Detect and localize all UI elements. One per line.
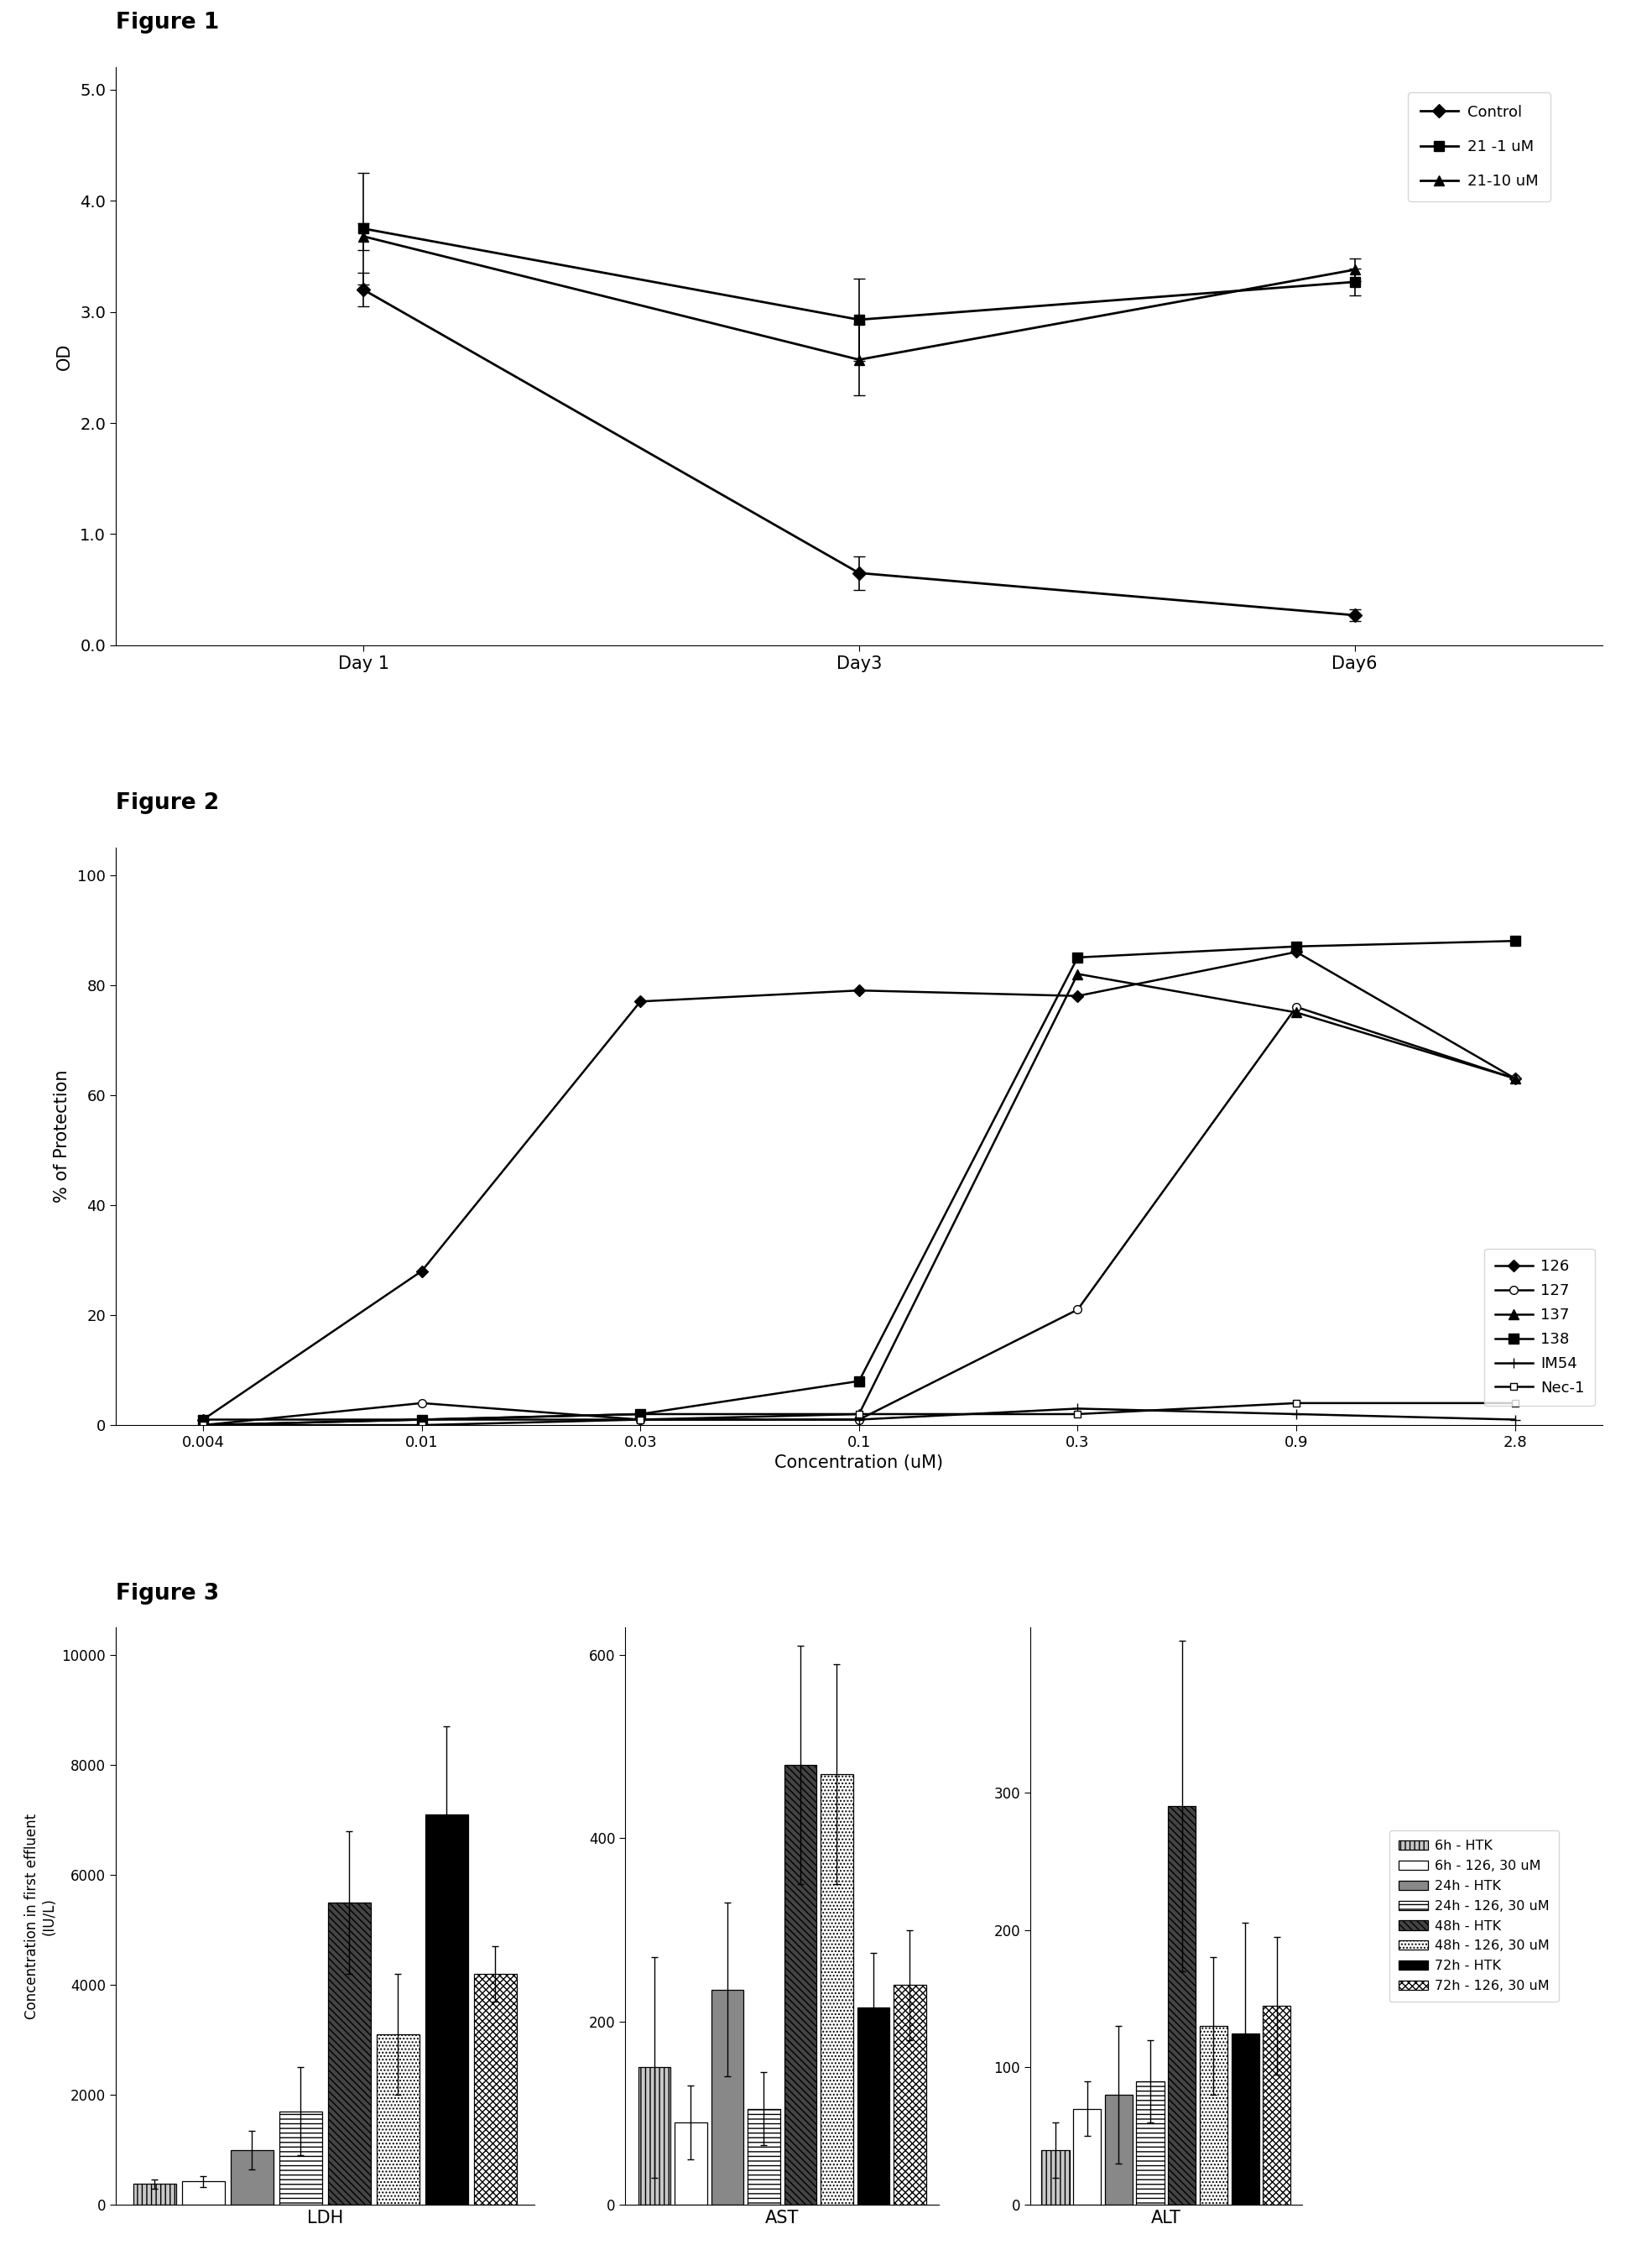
126 <box>411 1258 431 1285</box>
Bar <box>377 2034 420 2205</box>
126 <box>193 1406 213 1433</box>
138 <box>411 1406 431 1433</box>
Nec-1 <box>1287 1390 1307 1418</box>
127 <box>1505 1064 1525 1091</box>
137 <box>1505 1064 1525 1091</box>
Bar <box>1137 2081 1165 2205</box>
137 <box>411 1406 431 1433</box>
Text: Figure 3: Figure 3 <box>116 1584 220 1604</box>
Line: 126: 126 <box>198 947 1520 1424</box>
Bar <box>894 1984 925 2205</box>
Bar <box>1262 2005 1290 2205</box>
Bar <box>1041 2151 1069 2205</box>
138 <box>849 1368 869 1395</box>
126 <box>1067 983 1087 1010</box>
Bar <box>674 2122 707 2205</box>
138 <box>1505 927 1525 954</box>
Bar <box>474 1973 517 2205</box>
138 <box>1287 934 1307 961</box>
Bar <box>748 2108 780 2205</box>
138 <box>631 1399 651 1426</box>
Bar <box>785 1764 816 2205</box>
Line: 138: 138 <box>198 936 1520 1424</box>
127 <box>1287 994 1307 1022</box>
Bar <box>231 2151 273 2205</box>
Bar <box>182 2180 225 2205</box>
137 <box>193 1411 213 1438</box>
126 <box>1287 938 1307 965</box>
Bar <box>134 2185 177 2205</box>
Legend: 126, 127, 137, 138, IM54, Nec-1: 126, 127, 137, 138, IM54, Nec-1 <box>1483 1249 1594 1406</box>
Bar <box>1199 2027 1227 2205</box>
137 <box>1287 999 1307 1026</box>
IM54 <box>411 1406 431 1433</box>
137 <box>849 1399 869 1426</box>
Text: Figure 2: Figure 2 <box>116 792 220 814</box>
IM54 <box>1287 1399 1307 1426</box>
Bar <box>712 1989 743 2205</box>
X-axis label: ALT: ALT <box>1151 2209 1181 2227</box>
Bar <box>1168 1807 1196 2205</box>
X-axis label: Concentration (uM): Concentration (uM) <box>775 1456 943 1472</box>
X-axis label: AST: AST <box>765 2209 800 2227</box>
137 <box>631 1399 651 1426</box>
IM54 <box>849 1406 869 1433</box>
127 <box>1067 1296 1087 1323</box>
Nec-1 <box>1505 1390 1525 1418</box>
X-axis label: LDH: LDH <box>307 2209 344 2227</box>
Bar <box>279 2110 322 2205</box>
IM54 <box>631 1406 651 1433</box>
Nec-1 <box>631 1406 651 1433</box>
Bar <box>1231 2034 1259 2205</box>
138 <box>1067 945 1087 972</box>
126 <box>849 976 869 1004</box>
Line: 137: 137 <box>198 970 1520 1429</box>
Y-axis label: OD: OD <box>56 342 73 369</box>
Nec-1 <box>1067 1399 1087 1426</box>
Line: Nec-1: Nec-1 <box>200 1399 1518 1429</box>
Legend: 6h - HTK, 6h - 126, 30 uM, 24h - HTK, 24h - 126, 30 uM, 48h - HTK, 48h - 126, 30: 6h - HTK, 6h - 126, 30 uM, 24h - HTK, 24… <box>1389 1831 1559 2002</box>
Bar <box>327 1903 370 2205</box>
137 <box>1067 961 1087 988</box>
127 <box>411 1390 431 1418</box>
Nec-1 <box>193 1411 213 1438</box>
Bar <box>821 1773 852 2205</box>
Bar <box>1074 2108 1100 2205</box>
Bar <box>1105 2095 1133 2205</box>
Line: 127: 127 <box>198 1004 1520 1429</box>
126 <box>1505 1064 1525 1091</box>
Nec-1 <box>411 1411 431 1438</box>
Bar <box>425 1814 468 2205</box>
138 <box>193 1406 213 1433</box>
Line: IM54: IM54 <box>198 1404 1520 1431</box>
Y-axis label: Concentration in first effluent
(IU/L): Concentration in first effluent (IU/L) <box>25 1814 56 2018</box>
127 <box>631 1406 651 1433</box>
IM54 <box>1505 1406 1525 1433</box>
Bar <box>638 2068 671 2205</box>
IM54 <box>1067 1395 1087 1422</box>
Legend: Control, 21 -1 uM, 21-10 uM: Control, 21 -1 uM, 21-10 uM <box>1408 92 1550 200</box>
Nec-1 <box>849 1399 869 1426</box>
Text: Figure 1: Figure 1 <box>116 11 220 34</box>
127 <box>849 1406 869 1433</box>
IM54 <box>193 1411 213 1438</box>
Bar <box>857 2007 889 2205</box>
127 <box>193 1411 213 1438</box>
Y-axis label: % of Protection: % of Protection <box>53 1069 71 1204</box>
126 <box>631 988 651 1015</box>
